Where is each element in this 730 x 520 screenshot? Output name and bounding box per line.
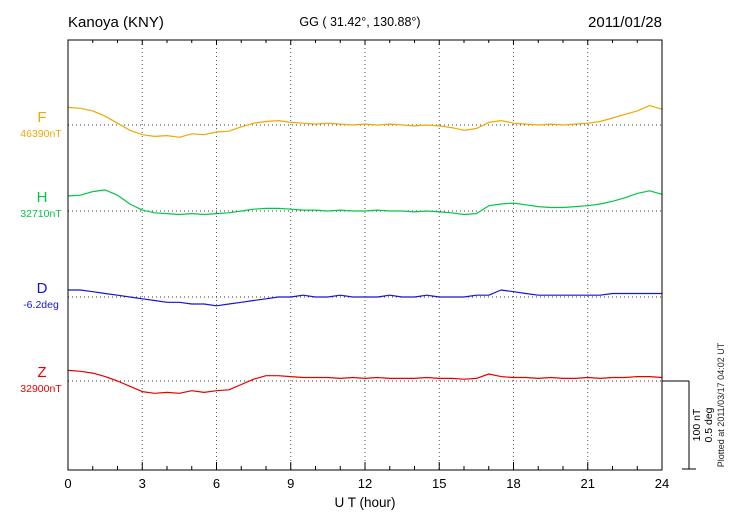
component-value-H: 32710nT (20, 208, 62, 220)
component-letter-D: D (37, 280, 48, 297)
component-label-F: F 46390nT (20, 109, 62, 140)
x-tick-label: 3 (139, 476, 146, 491)
plot-date: 2011/01/28 (588, 14, 662, 31)
trace-F (67, 104, 663, 138)
x-tick-label: 0 (64, 476, 71, 491)
plotted-at-note: Plotted at 2011/03/17 04:02 UT (716, 342, 726, 467)
x-tick-label: 9 (287, 476, 294, 491)
x-tick-label: 12 (358, 476, 372, 491)
scale-bar-label-deg: 0.5 deg (703, 407, 715, 442)
x-tick-label: 15 (432, 476, 446, 491)
component-label-Z: Z 32900nT (20, 364, 62, 395)
scale-bar-label-nt: 100 nT (691, 408, 703, 441)
x-axis-title: U T (hour) (334, 495, 395, 510)
trace-Z (67, 369, 663, 394)
x-tick-label: 18 (506, 476, 520, 491)
x-tick-label: 24 (655, 476, 669, 491)
component-letter-F: F (37, 109, 46, 126)
axis-layer: 0 3 6 9 12 15 18 21 24 (64, 39, 696, 491)
x-tick-label: 21 (581, 476, 595, 491)
station-title: Kanoya (KNY) (68, 14, 164, 31)
component-label-D: D -6.2deg (23, 280, 59, 311)
component-label-H: H 32710nT (20, 189, 62, 220)
station-coordinates: GG ( 31.42°, 130.88°) (299, 15, 420, 29)
component-value-D: -6.2deg (23, 299, 59, 311)
trace-H (67, 189, 663, 216)
x-tick-label: 6 (213, 476, 220, 491)
trace-layer (67, 104, 663, 394)
trace-D (68, 289, 662, 307)
component-letter-H: H (37, 189, 48, 206)
component-value-F: 46390nT (20, 128, 62, 140)
component-value-Z: 32900nT (20, 383, 62, 395)
component-letter-Z: Z (37, 364, 46, 381)
grid-layer (68, 40, 662, 470)
